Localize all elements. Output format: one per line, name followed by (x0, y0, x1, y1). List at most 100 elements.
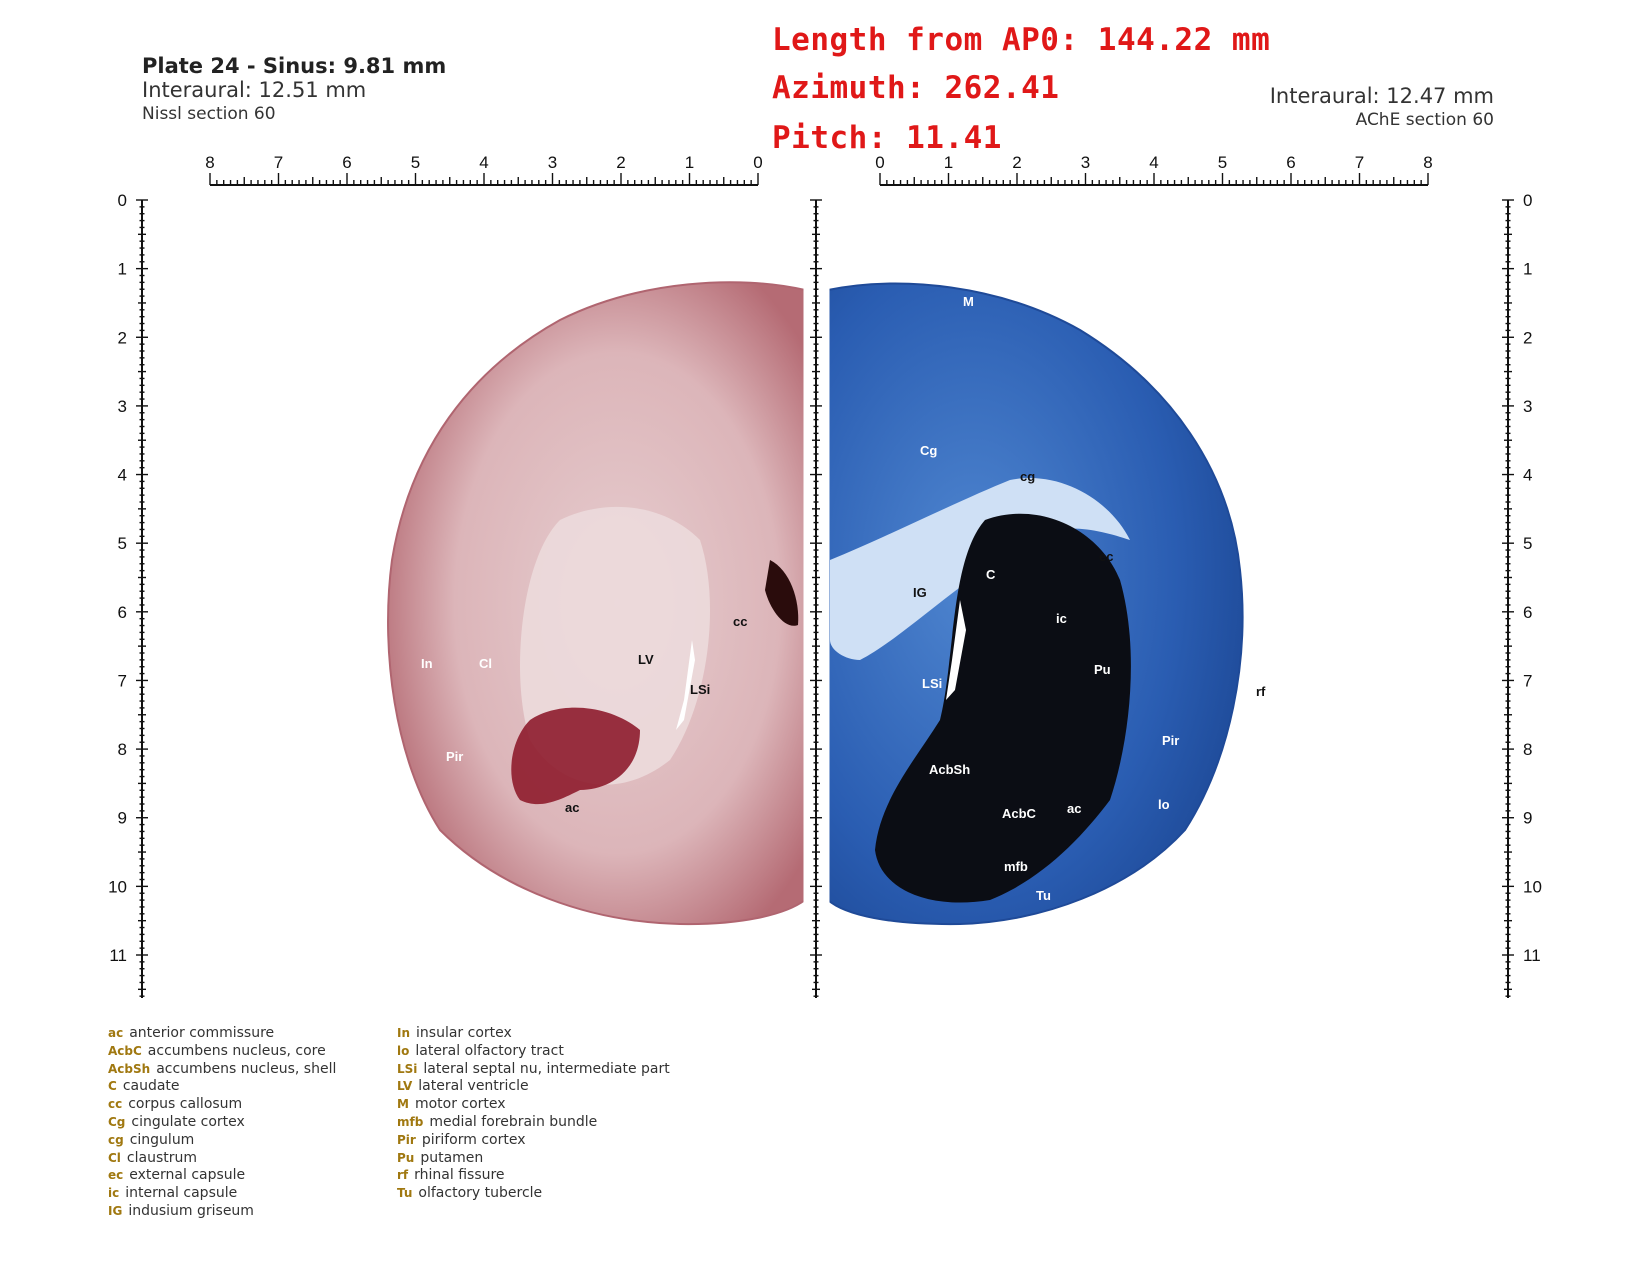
label-mfb: mfb (1004, 859, 1028, 874)
label-Tu: Tu (1036, 888, 1051, 903)
ruler-label: 1 (944, 153, 953, 172)
ruler-left-ticks: 0 1 2 3 4 5 6 7 8 9 10 11 (108, 191, 148, 997)
ruler-label: 9 (1523, 809, 1532, 828)
legend-desc: claustrum (126, 1149, 198, 1166)
legend-abbr: IG (108, 1203, 123, 1218)
legend-col2: In insular cortex lo lateral olfactory trac… (397, 1025, 670, 1203)
ruler-label: 1 (685, 153, 694, 172)
header-left: Plate 24 - Sinus: 9.81 mm Interaural: 12… (142, 54, 446, 124)
ruler-label: 3 (548, 153, 557, 172)
ruler-label: 7 (274, 153, 283, 172)
legend-item: LV lateral ventricle (397, 1078, 670, 1096)
label-Pu: Pu (1094, 662, 1111, 677)
ruler-label: 0 (753, 153, 762, 172)
atlas-figure: In Cl LV LSi cc Pir ac M Cg cg C ec IG i… (108, 153, 1542, 998)
legend-desc: piriform cortex (421, 1131, 526, 1148)
label-IG: IG (913, 585, 927, 600)
legend-item: In insular cortex (397, 1025, 670, 1043)
legend-abbr: Pu (397, 1150, 415, 1165)
legend-desc: cingulum (129, 1131, 195, 1148)
label-LV: LV (638, 652, 654, 667)
legend-abbr: ec (108, 1168, 124, 1183)
label-rf: rf (1256, 684, 1266, 699)
ruler-label: 6 (118, 603, 127, 622)
ruler-label: 9 (118, 809, 127, 828)
legend-desc: accumbens nucleus, core (147, 1042, 326, 1059)
legend-item: Tu olfactory tubercle (397, 1185, 670, 1203)
ruler-label: 4 (118, 466, 127, 485)
ruler-top-right-ticks: 0 1 2 3 4 5 6 7 8 (875, 153, 1433, 185)
legend-abbr: Cg (108, 1114, 126, 1129)
pitch-readout: Pitch: 11.41 (772, 120, 1002, 156)
label-ic: ic (1056, 611, 1067, 626)
ruler-label: 8 (1523, 740, 1532, 759)
ruler-label: 11 (109, 946, 127, 965)
legend-abbr: LV (397, 1079, 413, 1094)
length-readout: Length from AP0: 144.22 mm (772, 22, 1271, 58)
label-Pir-left: Pir (446, 749, 463, 764)
legend-desc: corpus callosum (128, 1096, 243, 1113)
ruler-label: 6 (342, 153, 351, 172)
legend-desc: olfactory tubercle (418, 1185, 543, 1202)
legend-desc: rhinal fissure (414, 1167, 505, 1184)
legend-item: ec external capsule (108, 1167, 336, 1185)
ruler-label: 0 (1523, 191, 1532, 210)
ruler-top-left-ticks: 8 7 6 5 4 3 2 1 0 (205, 153, 763, 185)
ruler-label: 4 (479, 153, 488, 172)
ruler-right-ticks: 0 1 2 3 4 5 6 7 8 9 10 11 (1502, 191, 1542, 997)
interaural-right: Interaural: 12.47 mm (1269, 84, 1494, 108)
legend-desc: accumbens nucleus, shell (156, 1060, 337, 1077)
ruler-label: 5 (411, 153, 420, 172)
legend-desc: lateral olfactory tract (415, 1042, 564, 1059)
ruler-label: 7 (1523, 671, 1532, 690)
label-ac-right: ac (1067, 801, 1081, 816)
ache-section (826, 282, 1244, 930)
legend-desc: anterior commissure (129, 1025, 275, 1041)
legend-abbr: lo (397, 1043, 410, 1058)
label-cg: cg (1020, 469, 1035, 484)
legend-item: cc corpus callosum (108, 1096, 336, 1114)
label-Pir-right: Pir (1162, 733, 1179, 748)
ruler-label: 6 (1286, 153, 1295, 172)
right-labels: M Cg cg C ec IG ic Pu LSi rf Pir AcbSh A… (913, 294, 1266, 903)
legend-desc: caudate (122, 1078, 180, 1095)
label-lo: lo (1158, 797, 1170, 812)
legend-abbr: In (397, 1026, 411, 1040)
ruler-center-ticks (810, 199, 822, 997)
legend-item: Pu putamen (397, 1150, 670, 1168)
ruler-label: 5 (118, 534, 127, 553)
ruler-label: 2 (1012, 153, 1021, 172)
legend-abbr: mfb (397, 1114, 424, 1129)
label-C: C (986, 567, 996, 582)
legend-item: mfb medial forebrain bundle (397, 1114, 670, 1132)
legend-item: IG indusium griseum (108, 1203, 336, 1221)
legend-item: AcbC accumbens nucleus, core (108, 1043, 336, 1061)
legend-desc: motor cortex (414, 1096, 506, 1113)
label-ec: ec (1099, 549, 1113, 564)
ruler-label: 6 (1523, 603, 1532, 622)
legend-abbr: ic (108, 1186, 120, 1201)
label-cc: cc (733, 614, 747, 629)
ruler-label: 0 (875, 153, 884, 172)
ruler-label: 10 (108, 877, 127, 896)
legend-item: ac anterior commissure (108, 1025, 336, 1043)
legend-abbr: Cl (108, 1150, 121, 1165)
label-LSi-left: LSi (690, 682, 710, 697)
plate-title: Plate 24 - Sinus: 9.81 mm (142, 54, 447, 78)
azimuth-readout: Azimuth: 262.41 (772, 70, 1060, 106)
ruler-label: 3 (1081, 153, 1090, 172)
legend-desc: external capsule (129, 1167, 246, 1184)
header-right: Interaural: 12.47 mm AChE section 60 (1270, 84, 1494, 130)
legend-desc: insular cortex (416, 1025, 512, 1041)
ruler-label: 11 (1523, 946, 1541, 965)
legend-desc: putamen (420, 1149, 484, 1166)
ruler-label: 5 (1218, 153, 1227, 172)
legend-abbr: ac (108, 1026, 124, 1040)
ruler-label: 3 (118, 397, 127, 416)
legend-item: LSi lateral septal nu, intermediate part (397, 1061, 670, 1079)
legend-item: cg cingulum (108, 1132, 336, 1150)
ruler-label: 8 (205, 153, 214, 172)
label-Cl: Cl (479, 656, 492, 671)
